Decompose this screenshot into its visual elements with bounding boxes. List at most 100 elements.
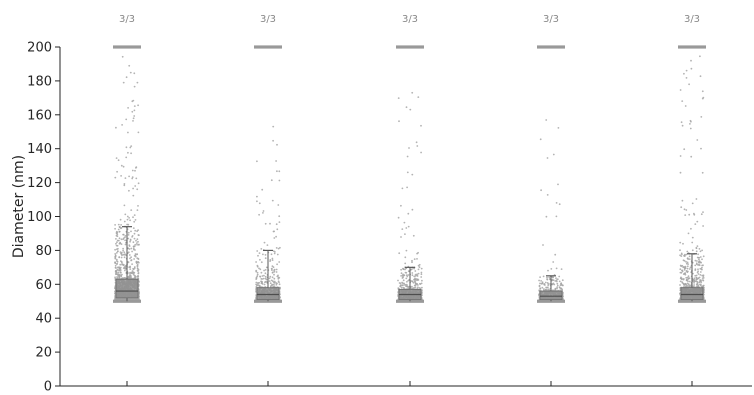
data-point bbox=[134, 169, 136, 172]
y-tick-label: 80 bbox=[35, 244, 52, 259]
data-point bbox=[129, 240, 132, 243]
data-point bbox=[690, 155, 693, 158]
data-point bbox=[698, 248, 701, 250]
data-point bbox=[699, 256, 702, 258]
data-point bbox=[556, 284, 559, 287]
data-point bbox=[125, 118, 128, 121]
data-point bbox=[133, 105, 136, 107]
data-point bbox=[134, 185, 137, 187]
data-point bbox=[411, 261, 413, 264]
data-point bbox=[264, 269, 267, 271]
data-point bbox=[275, 268, 278, 271]
data-point bbox=[137, 244, 140, 246]
data-point bbox=[692, 280, 695, 283]
data-point bbox=[126, 215, 129, 218]
data-point bbox=[693, 277, 696, 280]
data-point bbox=[419, 282, 421, 285]
data-point bbox=[131, 169, 134, 172]
data-point bbox=[685, 285, 688, 288]
data-point bbox=[137, 240, 139, 243]
data-point bbox=[399, 284, 402, 286]
data-point bbox=[414, 277, 416, 280]
data-point bbox=[120, 256, 123, 259]
data-point bbox=[132, 216, 134, 219]
data-point bbox=[690, 59, 692, 62]
data-point bbox=[412, 287, 414, 290]
data-point bbox=[401, 228, 404, 231]
data-point bbox=[407, 225, 410, 228]
data-point bbox=[118, 226, 121, 229]
data-point bbox=[133, 237, 136, 240]
data-point bbox=[130, 256, 133, 259]
data-point bbox=[551, 278, 554, 281]
data-point bbox=[128, 217, 131, 219]
data-point bbox=[681, 100, 684, 102]
data-point bbox=[403, 274, 406, 277]
data-point bbox=[262, 277, 265, 280]
data-point bbox=[258, 213, 260, 216]
data-point bbox=[420, 271, 423, 274]
data-point bbox=[400, 272, 403, 275]
y-tick-label: 60 bbox=[35, 278, 52, 293]
data-point bbox=[257, 284, 260, 287]
data-point bbox=[695, 274, 698, 277]
data-point bbox=[258, 267, 260, 270]
data-point bbox=[133, 72, 136, 75]
data-point bbox=[124, 265, 126, 268]
data-point bbox=[132, 241, 135, 244]
data-point bbox=[539, 282, 541, 285]
data-point bbox=[262, 212, 264, 214]
data-point bbox=[697, 264, 699, 266]
axes bbox=[59, 47, 752, 387]
data-point bbox=[414, 270, 417, 272]
data-point bbox=[697, 284, 700, 287]
data-point bbox=[409, 108, 412, 111]
data-point bbox=[278, 261, 281, 263]
data-point bbox=[555, 267, 558, 270]
data-point bbox=[136, 257, 139, 259]
data-point bbox=[411, 208, 414, 211]
data-point bbox=[546, 278, 549, 281]
data-point bbox=[402, 268, 405, 271]
iqr-box bbox=[115, 278, 139, 299]
data-point bbox=[256, 273, 259, 276]
data-point bbox=[263, 269, 265, 272]
data-point bbox=[258, 202, 261, 205]
data-point bbox=[271, 269, 273, 271]
data-point bbox=[137, 234, 140, 236]
data-point bbox=[699, 75, 702, 78]
data-point bbox=[278, 276, 281, 279]
data-point bbox=[123, 256, 126, 259]
data-point bbox=[681, 124, 684, 127]
data-point bbox=[545, 289, 547, 292]
data-point bbox=[118, 230, 121, 233]
data-point bbox=[692, 285, 695, 288]
data-point bbox=[117, 159, 120, 162]
data-point bbox=[689, 266, 692, 269]
data-point bbox=[404, 283, 407, 286]
data-point bbox=[681, 253, 683, 256]
data-point bbox=[116, 170, 118, 173]
data-point bbox=[691, 236, 694, 239]
data-point bbox=[120, 164, 123, 167]
data-point bbox=[134, 254, 137, 256]
data-point bbox=[415, 141, 418, 144]
data-point bbox=[256, 160, 258, 163]
data-point bbox=[123, 220, 126, 223]
data-point bbox=[685, 77, 688, 79]
data-point bbox=[130, 230, 132, 233]
data-point bbox=[118, 274, 120, 277]
data-point bbox=[124, 213, 127, 216]
data-point bbox=[115, 157, 118, 160]
data-point bbox=[129, 268, 132, 270]
data-point bbox=[123, 184, 126, 187]
data-point bbox=[132, 117, 135, 120]
group-label-5: 3/3 bbox=[684, 14, 700, 25]
data-point bbox=[688, 284, 690, 287]
data-point bbox=[403, 221, 406, 224]
data-point bbox=[115, 238, 117, 240]
data-point bbox=[256, 271, 259, 274]
data-point bbox=[122, 247, 124, 250]
data-point bbox=[701, 277, 704, 279]
data-point bbox=[702, 255, 705, 258]
